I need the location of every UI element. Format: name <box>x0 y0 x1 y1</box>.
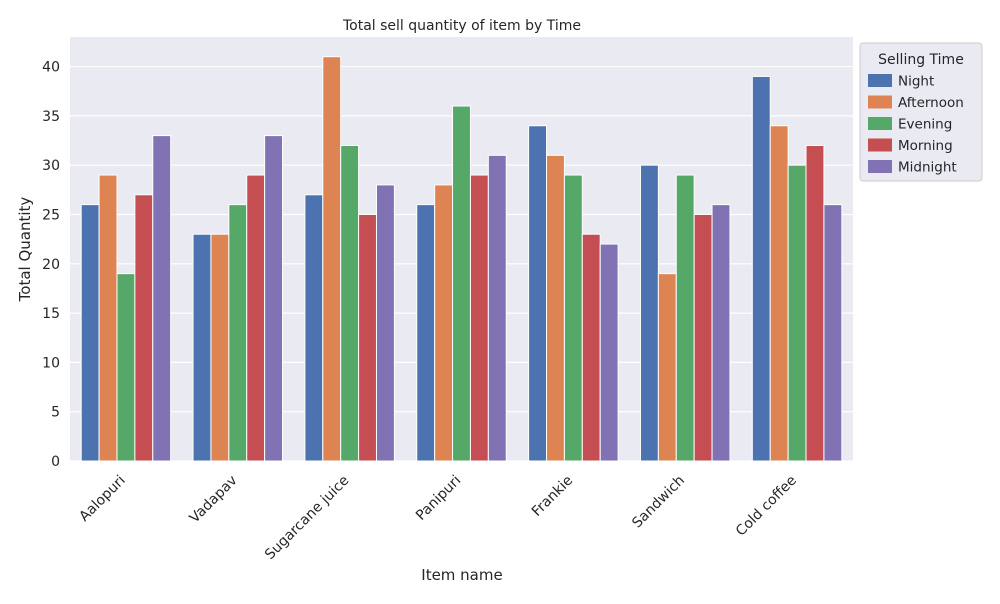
bar-afternoon-aalopuri <box>98 174 118 462</box>
chart-title: Total sell quantity of item by Time <box>342 18 581 34</box>
legend-items: Night Afternoon Evening Morning Midnight <box>868 74 964 176</box>
bar-night-frankie <box>528 125 548 462</box>
bar-evening-vadapav <box>228 204 248 462</box>
legend-swatch <box>868 117 892 130</box>
bar-evening-sandwich <box>675 174 695 462</box>
bar-afternoon-vadapav <box>210 233 230 462</box>
bar-night-sandwich <box>639 164 659 462</box>
bar-afternoon-panipuri <box>434 184 454 462</box>
legend-swatch <box>868 160 892 173</box>
legend-label: Afternoon <box>898 95 964 111</box>
x-tick-label: Frankie <box>529 473 576 520</box>
bar-morning-frankie <box>581 233 601 462</box>
x-tick-label: Aalopuri <box>76 473 128 525</box>
bar-morning-sugarcane-juice <box>358 213 377 462</box>
y-tick-label: 25 <box>42 207 60 223</box>
x-tick-label: Cold coffee <box>733 473 800 540</box>
bar-midnight-panipuri <box>487 154 507 462</box>
y-tick-label: 40 <box>42 60 60 76</box>
legend-label: Evening <box>898 117 952 133</box>
legend-label: Morning <box>898 138 953 154</box>
bar-evening-cold-coffee <box>787 164 807 462</box>
legend-swatch <box>868 95 892 109</box>
bar-afternoon-sugarcane-juice <box>322 56 342 462</box>
bar-evening-frankie <box>563 174 583 462</box>
bar-midnight-frankie <box>599 243 619 462</box>
bar-midnight-sandwich <box>711 204 731 462</box>
bar-midnight-sugarcane-juice <box>375 184 395 462</box>
bar-midnight-vadapav <box>264 135 284 462</box>
bar-night-cold-coffee <box>751 75 771 462</box>
x-tick-label: Sandwich <box>629 473 688 532</box>
bar-evening-aalopuri <box>116 273 136 462</box>
bar-morning-cold-coffee <box>805 144 825 462</box>
bar-afternoon-frankie <box>546 154 565 462</box>
x-tick-label: Vadapav <box>187 473 241 527</box>
legend-label: Night <box>898 74 934 90</box>
y-tick-label: 10 <box>42 355 60 371</box>
bar-afternoon-cold-coffee <box>769 125 789 462</box>
x-tick-label: Panipuri <box>413 473 464 524</box>
bar-morning-panipuri <box>469 174 489 462</box>
bar-midnight-aalopuri <box>152 135 172 462</box>
legend: Selling Time Night Afternoon Evening Mornin… <box>859 42 983 182</box>
legend-title: Selling Time <box>878 52 964 68</box>
bar-evening-sugarcane-juice <box>340 144 360 462</box>
bar-midnight-cold-coffee <box>823 204 843 462</box>
bar-night-panipuri <box>416 204 436 462</box>
legend-label: Midnight <box>898 160 957 176</box>
y-tick-label: 15 <box>42 306 60 322</box>
x-tick-label: Sugarcane juice <box>262 473 352 563</box>
legend-swatch <box>868 138 892 152</box>
y-tick-label: 30 <box>42 158 60 174</box>
y-tick-label: 20 <box>42 257 60 273</box>
x-axis-ticks: Aalopuri Vadapav Sugarcane juice Panipuri Fr… <box>76 473 799 563</box>
x-axis-label: Item name <box>421 566 502 584</box>
bar-morning-sandwich <box>693 213 713 462</box>
bar-night-sugarcane-juice <box>304 194 324 462</box>
bar-night-aalopuri <box>80 204 100 462</box>
bar-evening-panipuri <box>452 105 471 462</box>
legend-swatch <box>868 74 892 87</box>
bar-afternoon-sandwich <box>657 273 677 462</box>
bars <box>80 56 843 462</box>
y-axis-ticks: 0 5 10 15 20 25 30 35 40 <box>42 60 60 470</box>
bar-night-vadapav <box>192 233 212 462</box>
y-tick-label: 5 <box>51 405 60 421</box>
bar-morning-vadapav <box>246 174 266 462</box>
y-tick-label: 35 <box>42 109 60 125</box>
bar-morning-aalopuri <box>134 194 154 462</box>
y-tick-label: 0 <box>51 454 60 470</box>
y-axis-label: Total Quantity <box>16 197 34 303</box>
